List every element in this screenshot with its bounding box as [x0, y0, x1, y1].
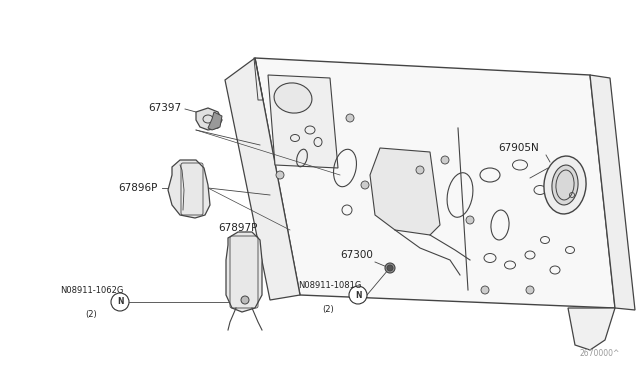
Ellipse shape: [544, 156, 586, 214]
Text: 67397: 67397: [148, 103, 181, 113]
Polygon shape: [208, 112, 222, 130]
Polygon shape: [590, 75, 635, 310]
Circle shape: [111, 293, 129, 311]
Text: 67905N: 67905N: [498, 143, 539, 153]
Text: N: N: [116, 298, 124, 307]
Ellipse shape: [481, 286, 489, 294]
Ellipse shape: [416, 166, 424, 174]
Polygon shape: [268, 75, 338, 168]
Text: N: N: [355, 291, 361, 299]
Ellipse shape: [526, 286, 534, 294]
Text: (2): (2): [85, 310, 97, 319]
Text: N08911-1081G: N08911-1081G: [298, 281, 362, 290]
Polygon shape: [226, 232, 262, 312]
Polygon shape: [255, 58, 615, 308]
Circle shape: [349, 286, 367, 304]
Ellipse shape: [276, 171, 284, 179]
Polygon shape: [168, 160, 210, 218]
Polygon shape: [370, 148, 440, 235]
Text: 2670000^: 2670000^: [580, 349, 620, 358]
Ellipse shape: [274, 83, 312, 113]
Text: (2): (2): [322, 305, 333, 314]
Text: 67300: 67300: [340, 250, 373, 260]
Text: N08911-1062G: N08911-1062G: [60, 286, 124, 295]
Text: 67896P: 67896P: [118, 183, 157, 193]
Ellipse shape: [361, 181, 369, 189]
Ellipse shape: [387, 265, 393, 271]
Ellipse shape: [441, 156, 449, 164]
Ellipse shape: [466, 216, 474, 224]
Polygon shape: [196, 108, 222, 130]
Text: 67897P: 67897P: [218, 223, 257, 233]
Polygon shape: [225, 58, 300, 300]
Ellipse shape: [241, 296, 249, 304]
Polygon shape: [568, 308, 615, 350]
Ellipse shape: [385, 263, 395, 273]
Ellipse shape: [346, 114, 354, 122]
Ellipse shape: [552, 165, 578, 205]
